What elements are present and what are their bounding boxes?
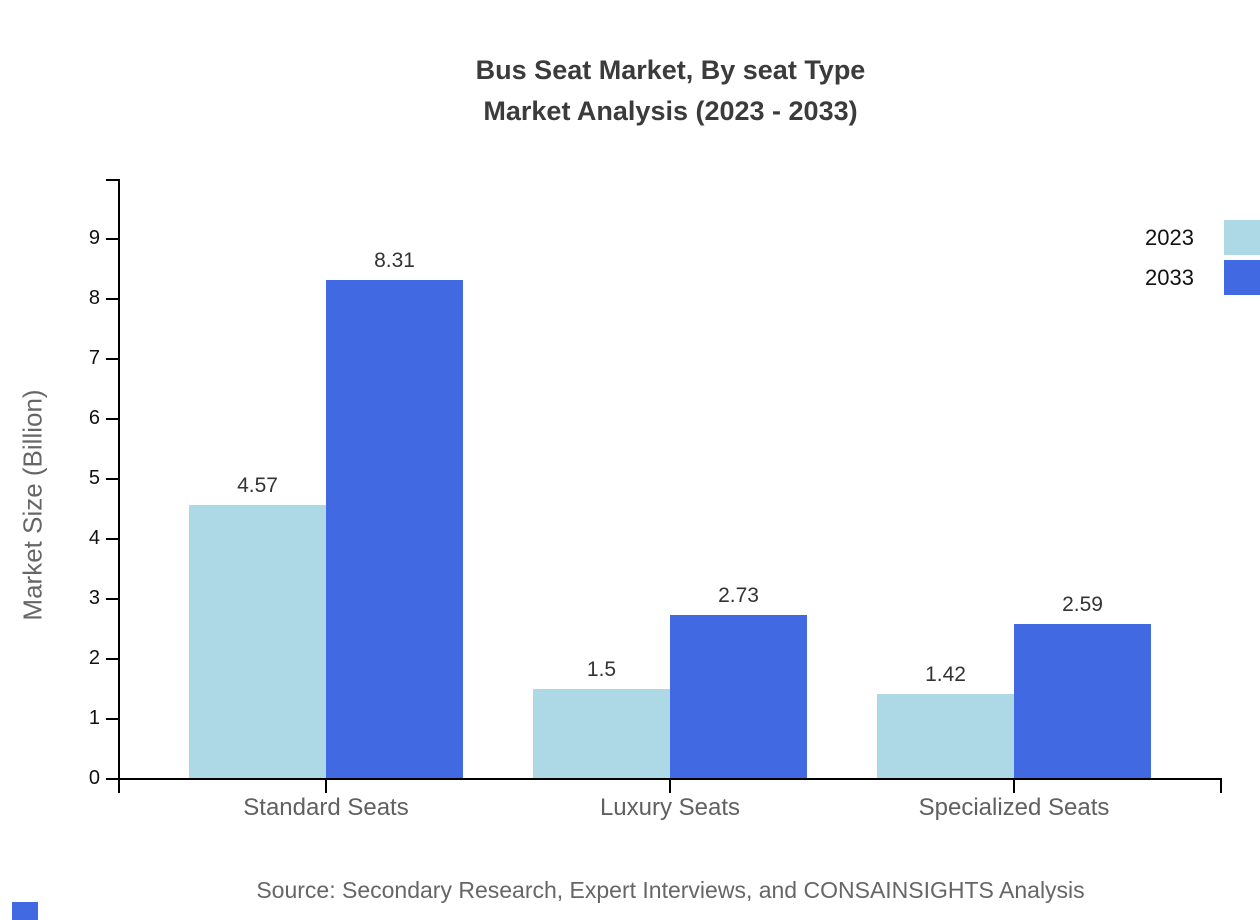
legend-swatch — [1224, 220, 1260, 255]
legend-label: 2023 — [1145, 224, 1194, 250]
chart-title-line2: Market Analysis (2023 - 2033) — [483, 96, 858, 126]
y-tick — [106, 358, 118, 360]
x-category-label: Specialized Seats — [918, 794, 1110, 821]
legend-item-2033: 2033 — [1145, 260, 1260, 295]
bar-value-label: 2.59 — [1062, 593, 1103, 616]
y-tick — [106, 238, 118, 240]
bar-value-label: 8.31 — [374, 249, 415, 272]
y-tick-label: 9 — [88, 227, 100, 249]
y-tick-label: 1 — [88, 707, 100, 729]
y-tick-label: 6 — [88, 407, 100, 429]
y-axis-line — [118, 179, 120, 780]
x-axis-line — [118, 778, 1222, 780]
y-tick-label: 4 — [88, 527, 100, 549]
y-tick-label: 2 — [88, 647, 100, 669]
y-tick — [106, 418, 118, 420]
x-tick — [325, 780, 327, 793]
chart-title-line1: Bus Seat Market, By seat Type — [475, 55, 866, 85]
x-tick — [669, 780, 671, 793]
legend-swatch — [1224, 260, 1260, 295]
x-category-label: Standard Seats — [243, 794, 409, 821]
x-tick — [1013, 780, 1015, 793]
y-tick — [106, 538, 118, 540]
logo-square — [12, 902, 38, 920]
bar-2033 — [1014, 624, 1151, 779]
y-tick — [106, 598, 118, 600]
bar-2023 — [189, 505, 326, 779]
source-attribution: Source: Secondary Research, Expert Inter… — [256, 877, 1085, 903]
bar-2033 — [670, 615, 807, 779]
legend-label: 2033 — [1145, 264, 1194, 290]
legend: 2023 2033 — [1145, 220, 1260, 300]
y-tick-label: 3 — [88, 587, 100, 609]
y-tick-label: 8 — [88, 287, 100, 309]
y-tick-label: 5 — [88, 467, 100, 489]
bar-value-label: 4.57 — [237, 474, 278, 497]
bar-value-label: 1.42 — [925, 663, 966, 686]
y-tick — [106, 778, 118, 780]
y-tick — [106, 298, 118, 300]
bar-2023 — [533, 689, 670, 779]
x-category-label: Luxury Seats — [599, 794, 741, 821]
x-axis-right-cap — [1220, 778, 1222, 793]
y-tick — [106, 478, 118, 480]
bar-2033 — [326, 280, 463, 779]
bar-value-label: 1.5 — [586, 658, 617, 681]
y-tick — [106, 718, 118, 720]
y-tick-label: 0 — [88, 767, 100, 789]
bar-value-label: 2.73 — [718, 584, 759, 607]
chart-title: Bus Seat Market, By seat Type Market Ana… — [120, 50, 1221, 132]
legend-item-2023: 2023 — [1145, 220, 1260, 255]
bar-2023 — [877, 694, 1014, 779]
y-tick-label: 7 — [88, 347, 100, 369]
y-tick — [106, 658, 118, 660]
x-axis-left-cap — [118, 778, 120, 793]
y-axis-top-cap — [106, 179, 118, 181]
